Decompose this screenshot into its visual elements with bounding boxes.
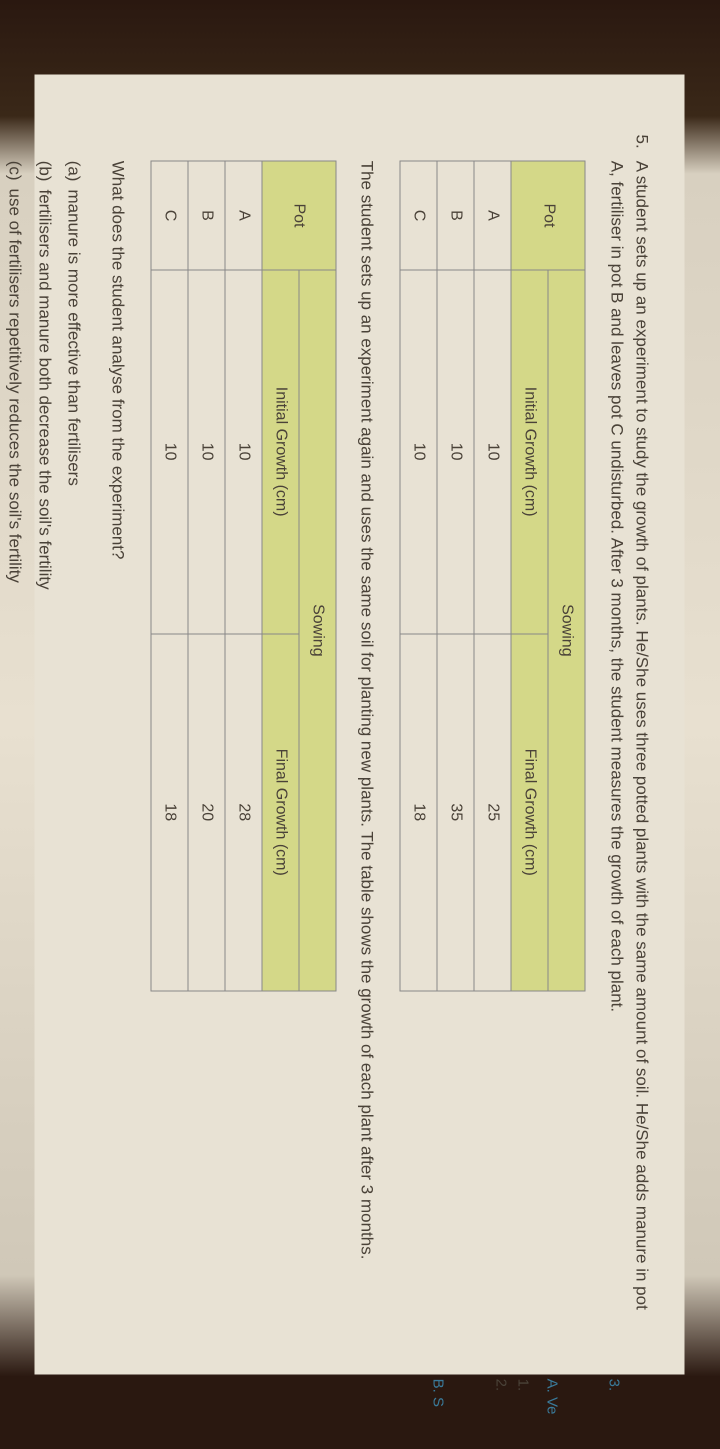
option-a-text: manure is more effective than fertiliser…	[62, 189, 88, 485]
question-number: 5.	[0, 135, 655, 149]
margin-a-text: Ve	[544, 1397, 561, 1415]
table-second-sowing: Pot Sowing Initial Growth (cm) Final Gro…	[151, 161, 337, 992]
question-paragraph-1: A student sets up an experiment to study…	[604, 161, 655, 1315]
table-row: C 10 18	[401, 161, 438, 991]
page-margin-fragments: 3. A. Ve 1. 2. B. S	[387, 1379, 626, 1415]
margin-b-text: S	[430, 1397, 447, 1407]
margin-b-label: B.	[430, 1379, 447, 1393]
table1-col-initial: Initial Growth (cm)	[512, 270, 549, 634]
margin-1: 1.	[512, 1379, 535, 1415]
table2-col-pot: Pot	[262, 161, 336, 270]
margin-2: 2.	[489, 1379, 512, 1415]
table2-col-initial: Initial Growth (cm)	[262, 270, 299, 634]
option-c-label: (c)	[3, 161, 29, 181]
table1-sowing-header: Sowing	[549, 270, 586, 991]
table-row: B 10 20	[188, 161, 225, 991]
table-row: A 10 25	[475, 161, 512, 991]
table-row: C 10 18	[151, 161, 188, 991]
table2-sowing-header: Sowing	[299, 270, 336, 991]
margin-a-label: A.	[544, 1379, 561, 1393]
option-c-text: use of fertilisers repetitively reduces …	[3, 189, 29, 583]
question-prompt: What does the student analyse from the e…	[105, 161, 131, 1315]
option-c: (c) use of fertilisers repetitively redu…	[3, 161, 29, 1315]
table1-col-pot: Pot	[512, 161, 586, 270]
option-b: (b) fertilisers and manure both decrease…	[32, 161, 58, 1315]
table-first-sowing: Pot Sowing Initial Growth (cm) Final Gro…	[400, 161, 586, 992]
option-a-label: (a)	[62, 161, 88, 182]
options-list: (a) manure is more effective than fertil…	[0, 161, 87, 1315]
table1-col-final: Final Growth (cm)	[512, 634, 549, 991]
question-paragraph-2: The student sets up an experiment again …	[355, 161, 381, 1315]
margin-3: 3.	[603, 1379, 626, 1415]
option-b-label: (b)	[32, 161, 58, 182]
table-row: B 10 35	[438, 161, 475, 991]
table2-col-final: Final Growth (cm)	[262, 634, 299, 991]
option-b-text: fertilisers and manure both decrease the…	[32, 189, 58, 589]
table-row: A 10 28	[225, 161, 262, 991]
option-a: (a) manure is more effective than fertil…	[62, 161, 88, 1315]
